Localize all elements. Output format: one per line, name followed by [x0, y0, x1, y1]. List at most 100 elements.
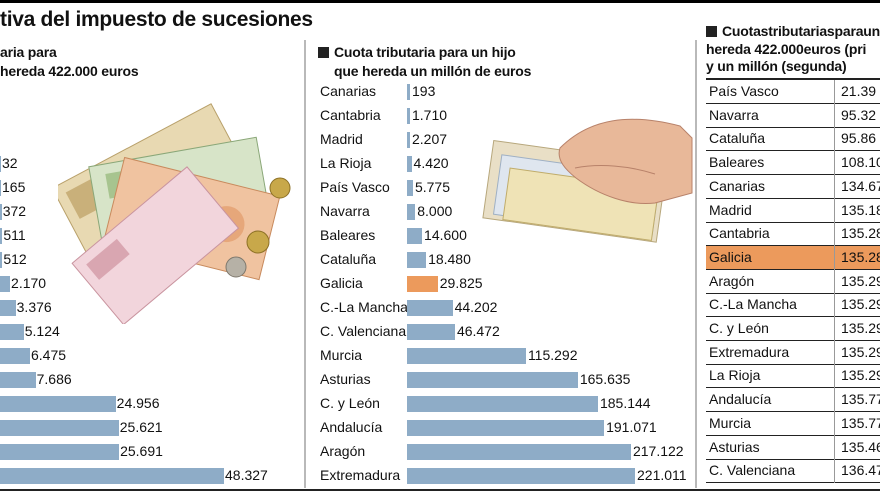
chart1-bar	[0, 444, 120, 460]
table-row: Cantabria 135.28	[706, 222, 880, 247]
chart2-bar	[407, 84, 410, 100]
chart2-category-label: C. Valenciana	[320, 323, 407, 339]
chart1-bar	[0, 396, 116, 412]
table-row: Baleares 108.10	[706, 151, 880, 176]
table-row: Murcia 135.77	[706, 411, 880, 436]
table-column-separator	[834, 388, 835, 413]
table-row-label: Cantabria	[709, 225, 770, 242]
euro-banknotes-photo	[58, 103, 291, 324]
chart1-value-label: 25.621	[119, 419, 163, 435]
table-row: Madrid 135.18	[706, 198, 880, 223]
chart1-bar	[0, 180, 1, 196]
table-row: Cataluña 95.86	[706, 127, 880, 152]
chart2-category-label: Madrid	[320, 131, 363, 147]
table-row-label: País Vasco	[709, 83, 779, 99]
table-title-line3: y un millón (segunda)	[706, 58, 847, 74]
chart2-value-label: 2.207	[412, 131, 448, 147]
table-column-separator	[834, 103, 835, 128]
table-row: Extremadura 135.29	[706, 340, 880, 365]
table-row: Navarra 95.32	[706, 103, 880, 128]
table-row-label: La Rioja	[709, 367, 761, 384]
chart2-value-label: 5.775	[414, 179, 450, 195]
legend-square-icon	[318, 47, 329, 58]
table-column-separator	[834, 459, 835, 484]
table-column-separator	[834, 127, 835, 152]
chart2-value-label: 185.144	[599, 395, 651, 411]
chart1-value-label: 512	[3, 251, 27, 267]
table-row-label: Asturias	[709, 438, 760, 455]
chart1-bar	[0, 372, 36, 388]
chart1-bar	[0, 252, 3, 268]
table-row-value: 135.77	[841, 414, 880, 431]
table-row-label: Andalucía	[709, 391, 772, 408]
chart2-category-label: Asturias	[320, 371, 371, 387]
table-column-separator	[834, 80, 835, 104]
chart2-bar	[407, 396, 598, 412]
chart1-bar	[0, 348, 30, 364]
chart2-bar	[407, 468, 635, 484]
chart2-bar	[407, 300, 453, 316]
table-row-label: Cataluña	[709, 130, 766, 147]
chart2-bar	[407, 156, 412, 172]
table-row-label: Madrid	[709, 201, 752, 218]
chart2-value-label: 8.000	[417, 203, 453, 219]
table-column-separator	[834, 174, 835, 199]
chart2-bar	[407, 372, 578, 388]
chart2-title-line1: Cuota tributaria para un hijo	[318, 43, 516, 61]
chart1-value-label: 32	[2, 155, 18, 171]
table-column-separator	[834, 269, 835, 294]
chart2-category-label: C.-La Mancha	[320, 299, 408, 315]
table-title-line1: Cuotastributariasparaun	[706, 22, 880, 40]
table-title-text: Cuotastributariasparaun	[722, 23, 880, 39]
table-row-value: 95.86	[841, 130, 877, 147]
table-row-label: Navarra	[709, 106, 759, 123]
chart2-category-label: Navarra	[320, 203, 370, 219]
chart2-bar	[407, 252, 427, 268]
table-row-value: 21.39	[841, 83, 877, 99]
table-row-label: Extremadura	[709, 343, 790, 360]
table-row: Asturias 135.46	[706, 435, 880, 460]
chart1-bar	[0, 156, 1, 172]
chart2-bar	[407, 324, 455, 340]
table-column-separator	[834, 198, 835, 223]
chart1-value-label: 5.124	[24, 323, 60, 339]
table-row-value: 135.28	[841, 248, 880, 265]
table-title-line2: hereda 422.000euros (pri	[706, 41, 867, 57]
table-row-label: Galicia	[709, 248, 752, 265]
table-row: Andalucía 135.77	[706, 388, 880, 413]
chart1-value-label: 165	[2, 179, 26, 195]
chart2-value-label: 165.635	[579, 371, 631, 387]
chart2-bar	[407, 228, 423, 244]
chart1-value-label: 7.686	[36, 371, 72, 387]
table-row-label: Baleares	[709, 154, 765, 171]
table-row-value: 134.67	[841, 177, 880, 194]
chart2-bar	[407, 444, 631, 460]
table-row-value: 108.10	[841, 154, 880, 171]
chart1-title-line2: hereda 422.000 euros	[0, 63, 139, 79]
chart2-bar	[407, 180, 413, 196]
chart2-category-label: Aragón	[320, 443, 366, 459]
table-row: Canarias 134.67	[706, 174, 880, 199]
chart1-value-label: 511	[3, 227, 26, 243]
chart2-category-label: Extremadura	[320, 467, 401, 483]
table-row: País Vasco 21.39	[706, 80, 880, 104]
table-row-label: C. y León	[709, 320, 769, 336]
table-row-value: 135.29	[841, 320, 880, 336]
chart1-title-line1: aria para	[0, 44, 57, 60]
table-row: C. y León 135.29	[706, 317, 880, 341]
chart2-bar	[407, 348, 526, 364]
table-row-value: 135.29	[841, 296, 880, 313]
chart2-bar	[407, 276, 438, 292]
chart2-value-label: 14.600	[424, 227, 467, 243]
chart1-bar	[0, 324, 24, 340]
chart2-category-label: País Vasco	[320, 179, 390, 195]
divider-1	[304, 40, 306, 488]
chart2-value-label: 221.011	[637, 467, 687, 483]
table-row: Galicia 135.28	[706, 245, 880, 270]
chart1-bar	[0, 468, 224, 484]
chart2-title-text: Cuota tributaria para un hijo	[334, 44, 516, 60]
table-row: Aragón 135.29	[706, 269, 880, 294]
table-row-value: 135.29	[841, 367, 880, 384]
chart2-value-label: 191.071	[606, 419, 657, 435]
table-row-value: 135.77	[841, 391, 880, 408]
